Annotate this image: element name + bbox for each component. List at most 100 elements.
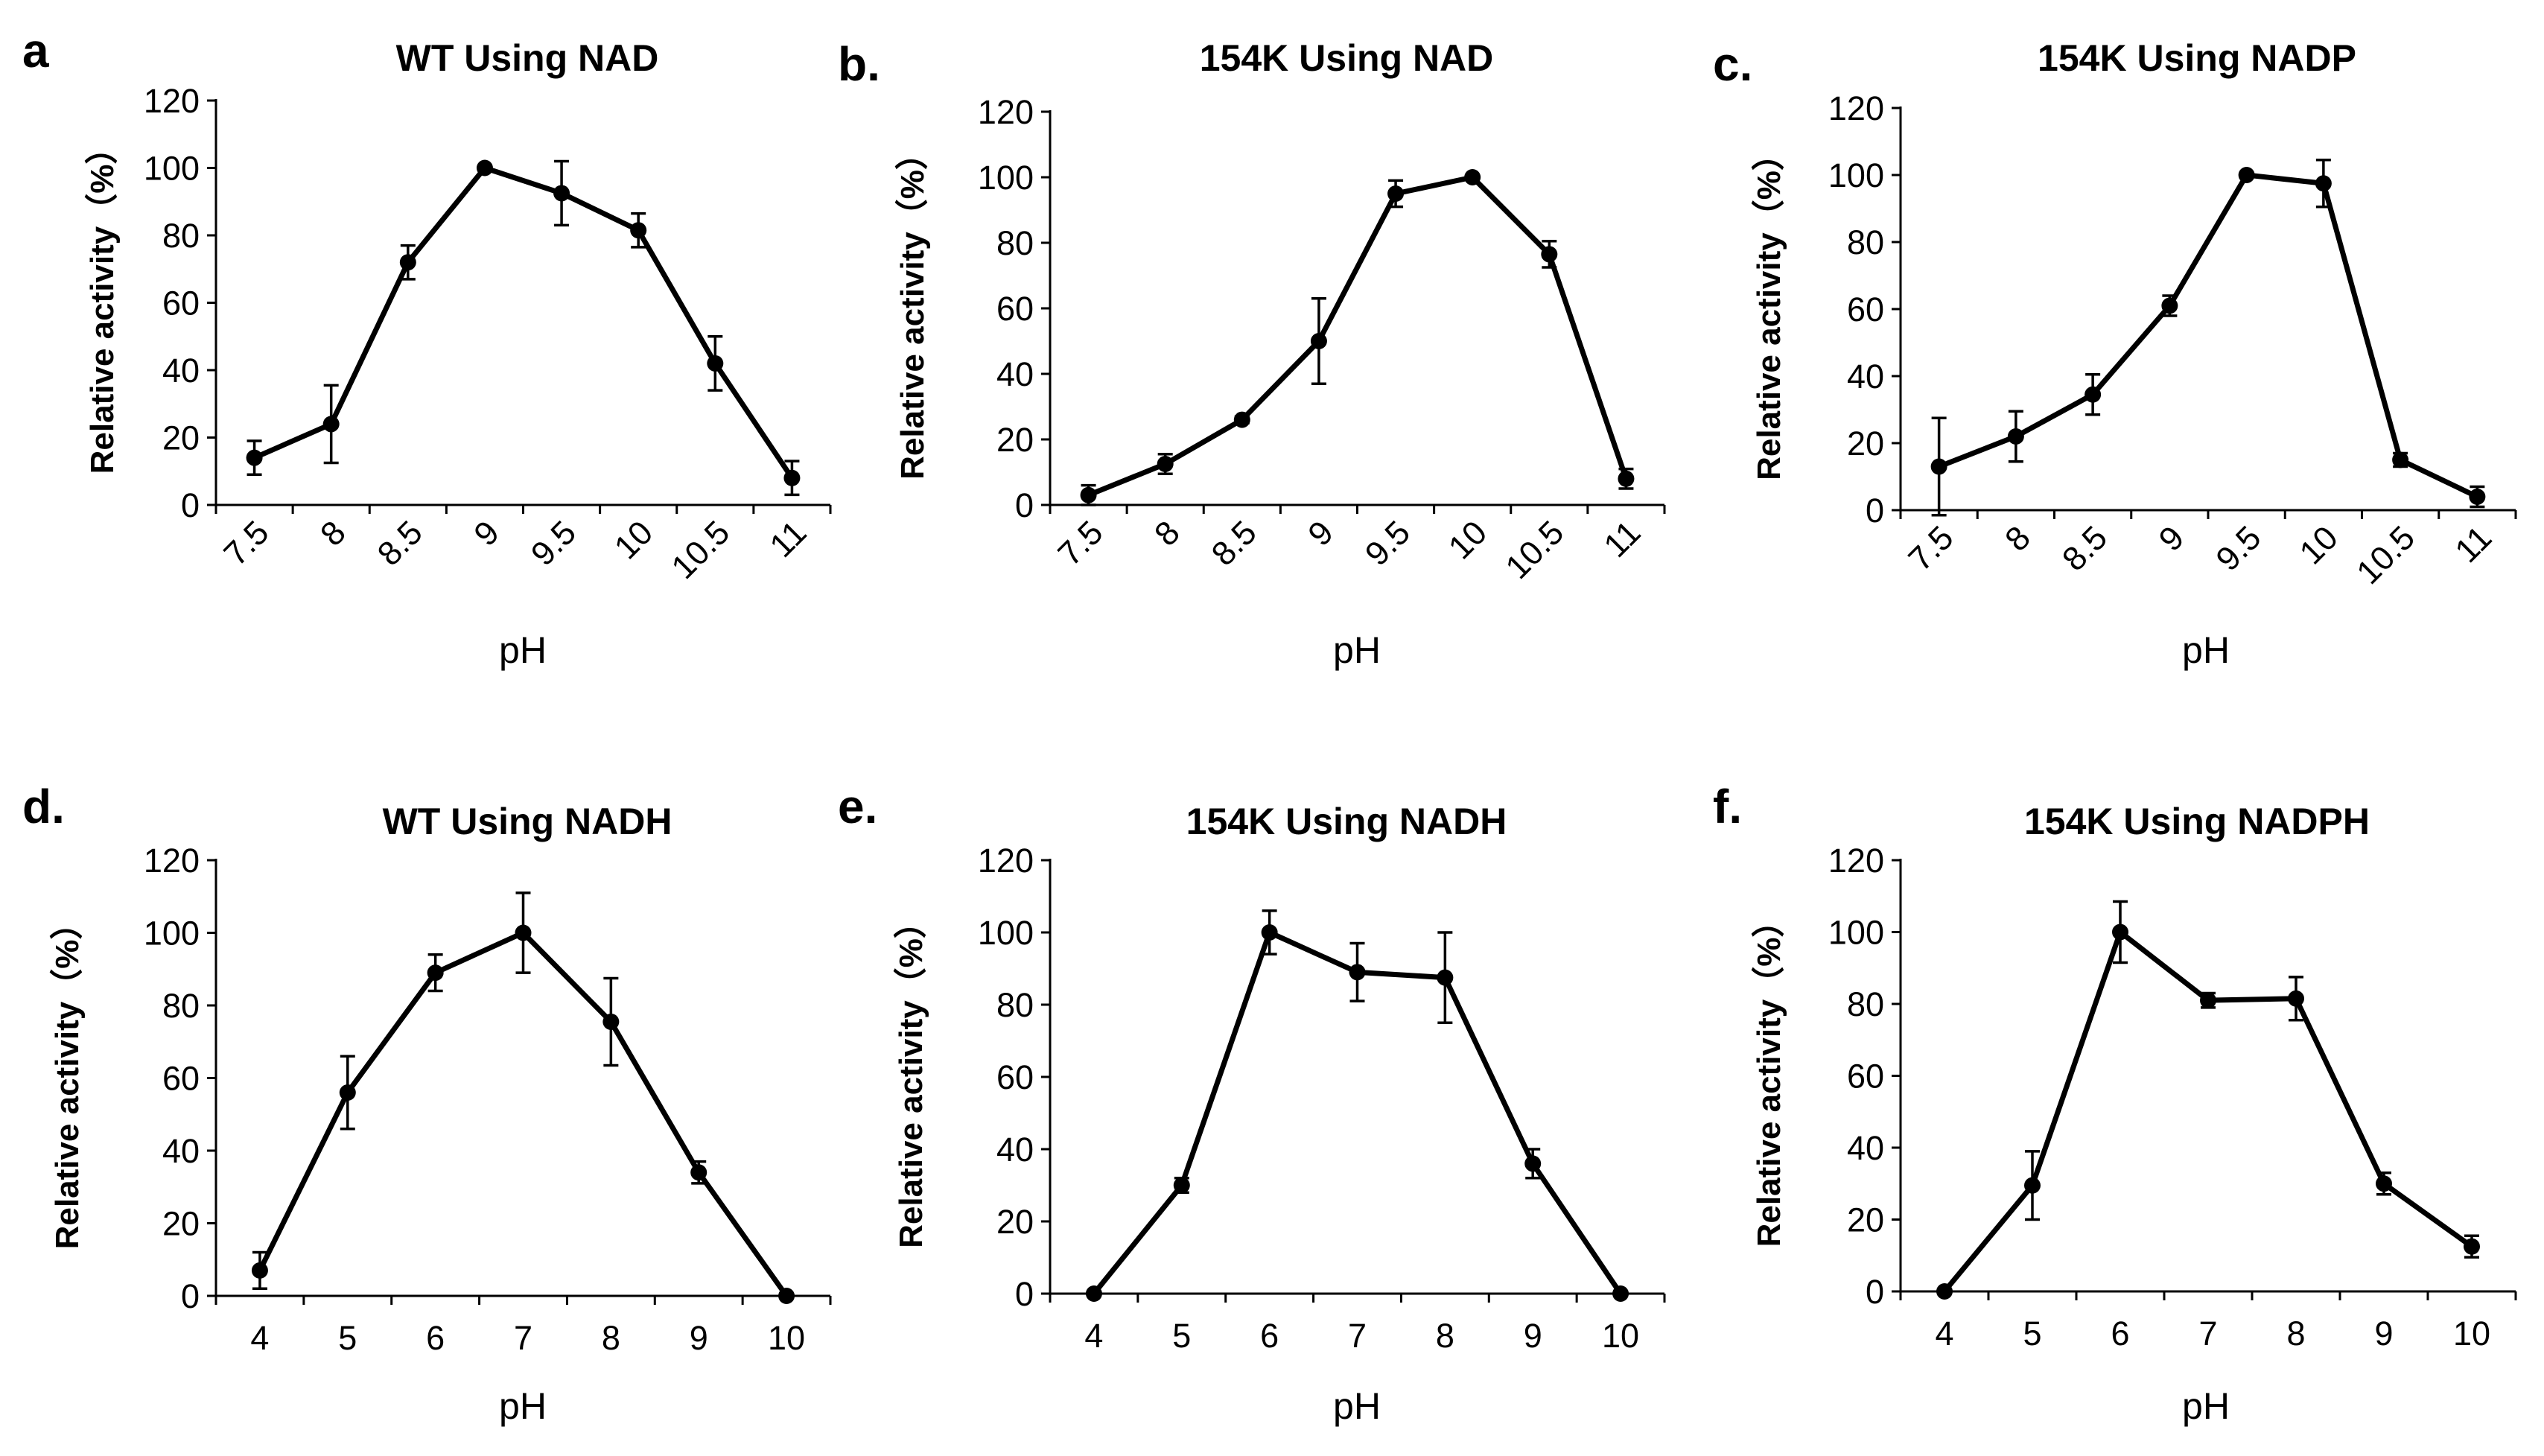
y-tick-label: 120	[1828, 89, 1884, 127]
data-point	[1349, 964, 1366, 981]
x-tick-label: 9	[2152, 518, 2192, 559]
x-tick-label: 5	[338, 1319, 357, 1357]
data-point	[690, 1164, 707, 1181]
data-point	[1936, 1283, 1953, 1300]
data-point	[2112, 923, 2128, 941]
y-tick-label: 40	[162, 352, 200, 390]
y-tick-label: 40	[162, 1132, 200, 1170]
data-point	[1541, 246, 1558, 263]
x-tick-label: 10.5	[1498, 513, 1571, 586]
y-tick-label: 120	[1828, 842, 1884, 880]
panel-f: f. 154K Using NADPH 0 20 40 60 80 100 120 4 5 6 7 8 9 1…	[1713, 780, 2517, 1427]
x-tick-label: 7.5	[1050, 513, 1110, 573]
x-tick-label: 8	[1997, 518, 2038, 559]
y-tick-label: 80	[1847, 985, 1884, 1023]
x-tick-label: 6	[1260, 1317, 1279, 1355]
chart-title: WT Using NADH	[383, 801, 672, 842]
x-tick-label: 7	[1348, 1317, 1367, 1355]
x-tick-label: 9	[2374, 1314, 2393, 1352]
chart-title: 154K Using NADH	[1186, 801, 1507, 842]
x-tick-label: 8	[602, 1319, 620, 1357]
x-tick-label: 10	[607, 513, 660, 566]
y-tick-label: 60	[996, 290, 1034, 328]
data-point	[1085, 1285, 1102, 1302]
x-tick-label: 8.5	[370, 513, 430, 573]
panel-letter: f.	[1713, 780, 1742, 833]
x-tick-label: 8	[1147, 513, 1187, 553]
data-point	[1080, 486, 1097, 503]
x-tick-label: 11	[2447, 518, 2499, 570]
panel-b: b. 154K Using NAD 0 20 40 60 80 100 120 7.5 8 8.5 9 9…	[838, 37, 1666, 671]
x-tick-label: 8.5	[2055, 518, 2114, 578]
data-point	[2024, 1177, 2041, 1194]
x-tick-label: 8	[313, 513, 353, 553]
data-point	[1261, 924, 1278, 941]
x-axis-label: pH	[499, 1385, 547, 1427]
y-axis-label: Relative activity（%）	[84, 132, 121, 474]
y-tick-label: 80	[1847, 223, 1884, 261]
x-tick-label: 9.5	[524, 513, 583, 573]
panel-letter: e.	[838, 780, 877, 833]
chart-title: WT Using NAD	[396, 37, 659, 79]
x-tick-label: 5	[1172, 1317, 1191, 1355]
y-tick-label: 20	[996, 421, 1034, 459]
x-tick-label: 10	[2453, 1314, 2490, 1352]
data-point	[1524, 1155, 1542, 1172]
y-tick-label: 0	[181, 1277, 200, 1315]
x-tick-label: 11	[1596, 513, 1647, 565]
data-point	[783, 469, 801, 486]
x-tick-label: 10	[768, 1319, 805, 1357]
data-point	[1157, 456, 1174, 472]
x-tick-label: 10	[1441, 513, 1494, 566]
data-point	[2007, 428, 2024, 445]
data-point	[2392, 451, 2409, 468]
data-point	[2469, 489, 2486, 505]
y-tick-label: 60	[996, 1058, 1034, 1096]
x-tick-label: 8.5	[1204, 513, 1264, 573]
x-tick-label: 4	[1935, 1314, 1953, 1352]
x-tick-label: 4	[1084, 1317, 1103, 1355]
data-point	[1173, 1177, 1190, 1194]
panel-letter: a	[22, 24, 49, 77]
data-point	[1310, 333, 1327, 349]
y-tick-label: 120	[978, 93, 1034, 131]
x-tick-label: 6	[426, 1319, 445, 1357]
data-point	[1437, 969, 1454, 986]
y-tick-label: 120	[978, 842, 1034, 880]
x-tick-label: 9.5	[1358, 513, 1417, 573]
y-tick-label: 20	[996, 1203, 1034, 1241]
series-line	[257, 930, 789, 1298]
y-tick-label: 120	[144, 82, 200, 120]
data-point	[1612, 1285, 1629, 1302]
x-tick-label: 9	[690, 1319, 708, 1357]
x-tick-label: 5	[2023, 1314, 2041, 1352]
x-tick-label: 6	[2111, 1314, 2129, 1352]
data-point	[399, 254, 416, 271]
y-tick-label: 0	[1015, 486, 1034, 524]
x-axis-label: pH	[1333, 1385, 1381, 1427]
y-tick-label: 20	[1847, 1201, 1884, 1239]
data-point	[2288, 990, 2304, 1007]
x-tick-label: 9	[466, 513, 506, 553]
data-point	[1464, 169, 1481, 185]
y-tick-label: 100	[978, 159, 1034, 197]
x-axis-label: pH	[2182, 629, 2230, 671]
y-tick-label: 20	[1847, 425, 1884, 462]
x-axis-label: pH	[499, 629, 547, 671]
x-tick-label: 9	[1300, 513, 1341, 553]
series-line	[1087, 174, 1629, 498]
data-point	[707, 355, 724, 372]
x-tick-label: 7.5	[216, 513, 276, 573]
y-tick-label: 20	[162, 1205, 200, 1243]
x-tick-label: 4	[250, 1319, 269, 1357]
y-tick-label: 40	[1847, 1129, 1884, 1167]
data-point	[251, 1262, 268, 1279]
x-tick-label: 11	[762, 513, 813, 565]
data-point	[1930, 458, 1947, 475]
y-tick-label: 0	[1015, 1275, 1034, 1313]
y-tick-label: 0	[1866, 1273, 1884, 1311]
data-point	[246, 449, 263, 466]
y-axis-label: Relative activity（%）	[1751, 905, 1787, 1247]
y-axis-label: Relative activity（%）	[893, 906, 929, 1248]
data-point	[1618, 470, 1635, 487]
